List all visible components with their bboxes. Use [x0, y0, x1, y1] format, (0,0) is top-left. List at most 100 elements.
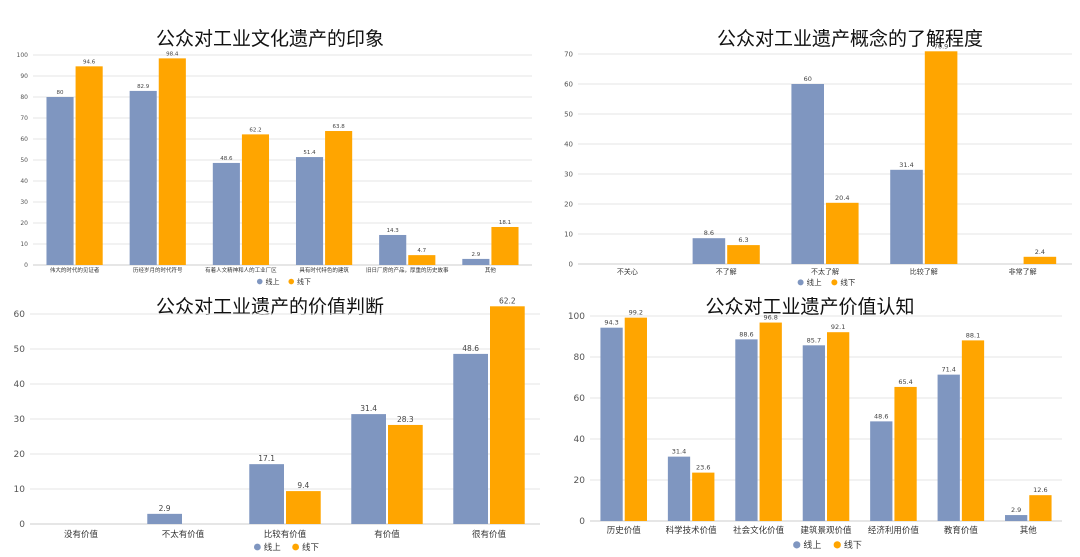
bar-online: [937, 374, 960, 521]
category-label: 具有时代特色的建筑: [299, 266, 349, 274]
bar-offline: [158, 58, 186, 265]
legend-marker: [288, 278, 295, 285]
category-label: 非常了解: [1009, 267, 1037, 276]
data-label: 48.6: [462, 344, 479, 353]
data-label: 28.3: [397, 415, 414, 424]
y-tick-label: 20: [574, 476, 586, 486]
y-tick-label: 0: [579, 517, 585, 527]
y-tick-label: 50: [14, 345, 26, 355]
category-label: 社会文化价值: [733, 525, 785, 536]
data-label: 2.9: [1011, 506, 1021, 514]
data-label: 14.3: [387, 228, 400, 234]
data-label: 80: [57, 90, 64, 96]
bar-offline: [490, 306, 525, 524]
bar-offline: [325, 131, 353, 265]
bar-online: [212, 162, 240, 265]
y-tick-label: 80: [574, 353, 586, 363]
concept-understanding-chart-panel: 公众对工业遗产概念的了解程度 0 10 20 30 40 50 60 70 不关心 8.6 6.3 不…: [540, 0, 1080, 287]
bar-online: [379, 234, 407, 265]
bar-online: [870, 421, 893, 521]
bar-offline: [759, 322, 782, 521]
data-label: 70.9: [934, 42, 948, 50]
y-tick-label: 10: [14, 485, 26, 495]
data-label: 4.7: [417, 248, 426, 254]
category-label: 有价值: [374, 529, 400, 540]
bar-offline: [286, 491, 321, 524]
y-tick-label: 60: [14, 310, 26, 320]
bar-online: [600, 327, 623, 521]
y-tick-label: 60: [574, 394, 586, 404]
data-label: 98.4: [166, 51, 179, 57]
y-tick-label: 40: [14, 380, 26, 390]
y-tick-label: 40: [574, 435, 586, 445]
legend-marker: [831, 279, 838, 286]
bar-online: [735, 339, 758, 521]
bar-offline: [727, 245, 760, 264]
bar-offline: [1023, 256, 1057, 264]
y-tick-label: 80: [20, 94, 28, 101]
data-label: 9.4: [297, 481, 309, 490]
category-label: 教育价值: [944, 525, 979, 536]
value-judgement-chart: 0 10 20 30 40 50 60 没有价值 2.9 不太有价值 17.1 9.4 比较有价值 31.…: [14, 296, 540, 553]
data-label: 31.4: [672, 448, 686, 456]
impression-chart: 0 10 20 30 40 50 60 70 80 90 100 80 94.6 伟大的时代的见证者 82.…: [17, 51, 532, 286]
bar-offline: [692, 472, 715, 521]
bar-online: [147, 513, 182, 524]
y-tick-label: 70: [20, 115, 28, 122]
data-label: 20.4: [835, 194, 849, 202]
category-label: 比较有价值: [264, 529, 307, 540]
y-tick-label: 60: [20, 136, 28, 143]
chart-title: 公众对工业遗产价值认知: [705, 296, 915, 318]
data-label: 60: [804, 75, 812, 83]
data-label: 99.2: [629, 309, 643, 317]
bar-offline: [961, 340, 985, 521]
bar-offline: [894, 386, 917, 521]
y-tick-label: 40: [20, 178, 28, 185]
data-label: 12.6: [1033, 486, 1047, 494]
y-tick-label: 0: [569, 260, 573, 268]
y-tick-label: 60: [564, 80, 573, 88]
chart-title: 公众对工业遗产概念的了解程度: [716, 28, 983, 50]
category-label: 不了解: [716, 267, 737, 276]
category-label: 经济利用价值: [868, 525, 920, 536]
bar-online: [791, 84, 824, 264]
data-label: 62.2: [499, 296, 516, 305]
legend-label: 线上: [803, 539, 821, 551]
bar-online: [351, 414, 386, 524]
data-label: 48.6: [874, 412, 888, 420]
y-tick-label: 10: [564, 230, 573, 238]
y-tick-label: 50: [20, 157, 28, 164]
y-tick-label: 90: [20, 73, 28, 80]
y-tick-label: 0: [19, 520, 25, 530]
y-tick-label: 30: [564, 170, 573, 178]
y-tick-label: 70: [564, 50, 573, 58]
bar-online: [249, 464, 284, 524]
category-label: 不太了解: [811, 267, 839, 276]
bar-online: [1005, 515, 1028, 521]
legend-label: 线下: [840, 277, 855, 287]
data-label: 8.6: [704, 229, 714, 237]
data-label: 92.1: [831, 323, 845, 331]
y-tick-label: 10: [20, 241, 28, 248]
y-tick-label: 20: [564, 200, 573, 208]
category-label: 有着人文精神和人的工业厂区: [205, 266, 277, 274]
data-label: 85.7: [807, 336, 821, 344]
data-label: 96.8: [763, 314, 777, 322]
category-label: 其他: [1020, 525, 1038, 536]
impression-chart-panel: 公众对工业文化遗产的印象 0 10 20 30 40 50 60 70 80 90 100 80 94.…: [0, 0, 540, 286]
chart-title: 公众对工业文化遗产的印象: [155, 28, 384, 50]
bar-online: [802, 345, 825, 521]
data-label: 65.4: [898, 378, 912, 386]
y-tick-label: 30: [14, 415, 26, 425]
legend-marker: [833, 541, 841, 549]
category-label: 不关心: [617, 267, 638, 276]
category-label: 历经岁月的时代符号: [133, 266, 183, 274]
category-label: 历史价值: [607, 525, 642, 536]
legend-marker: [797, 279, 804, 286]
bar-offline: [491, 226, 519, 265]
legend-label: 线下: [302, 542, 320, 553]
data-label: 94.3: [604, 319, 618, 327]
data-label: 88.6: [739, 330, 753, 338]
bar-offline: [241, 134, 270, 265]
y-tick-label: 20: [14, 450, 26, 460]
